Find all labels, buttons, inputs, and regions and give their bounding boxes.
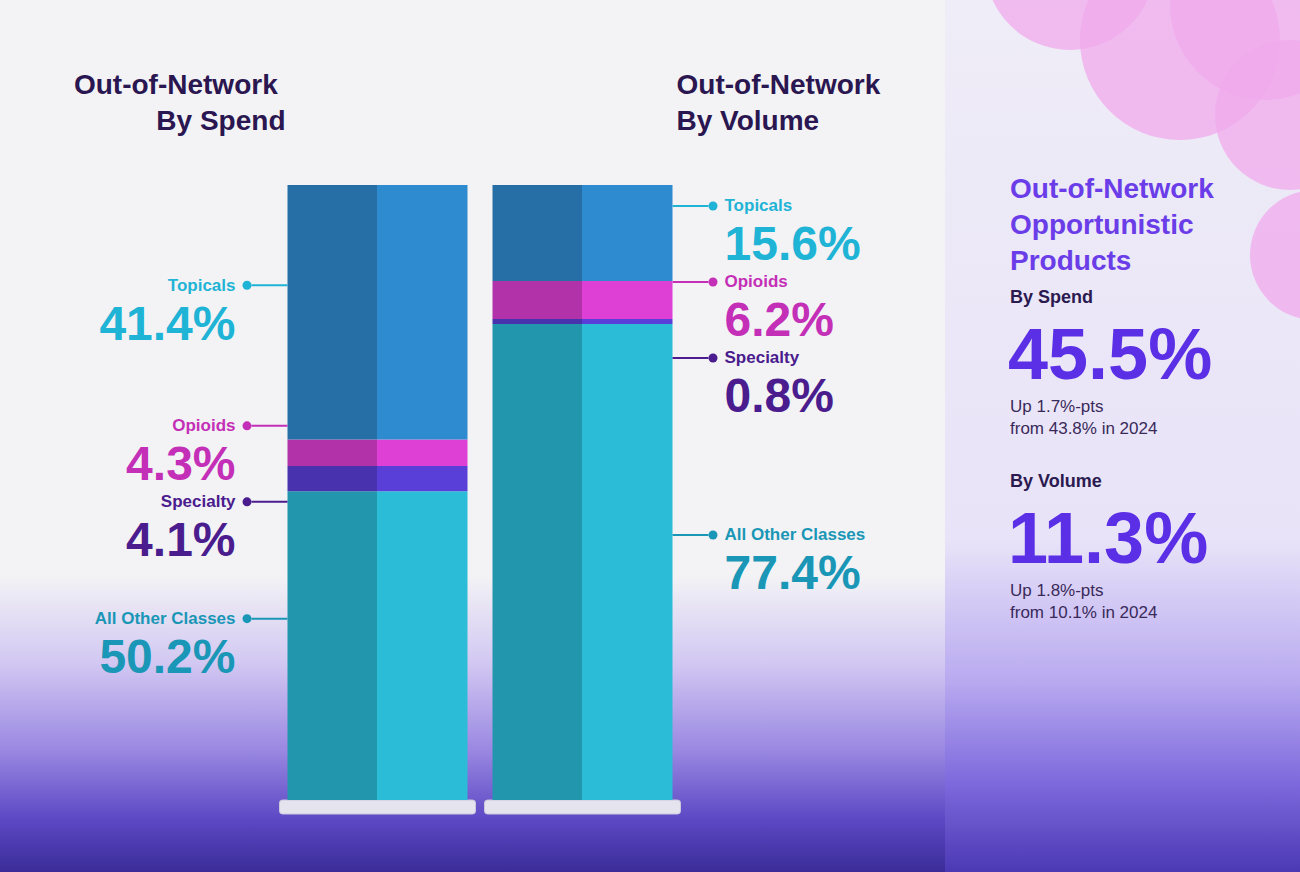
svg-text:Out-of-Network: Out-of-Network bbox=[677, 69, 889, 100]
svg-text:By Volume: By Volume bbox=[677, 105, 820, 136]
svg-text:15.6%: 15.6% bbox=[725, 217, 861, 270]
svg-text:Up 1.7%-pts: Up 1.7%-pts bbox=[1010, 397, 1104, 416]
svg-text:4.1%: 4.1% bbox=[126, 513, 235, 566]
svg-text:6.2%: 6.2% bbox=[725, 293, 834, 346]
svg-text:Out-of-Network: Out-of-Network bbox=[74, 69, 286, 100]
svg-text:4.3%: 4.3% bbox=[126, 437, 235, 490]
svg-text:Opioids: Opioids bbox=[172, 416, 235, 435]
svg-text:from 43.8% in 2024: from 43.8% in 2024 bbox=[1010, 419, 1157, 438]
svg-text:45.5%: 45.5% bbox=[1008, 314, 1212, 394]
svg-text:11.3%: 11.3% bbox=[1008, 498, 1208, 578]
svg-text:Topicals: Topicals bbox=[168, 276, 236, 295]
svg-text:77.4%: 77.4% bbox=[725, 546, 861, 599]
svg-text:By Spend: By Spend bbox=[1010, 287, 1093, 307]
svg-text:All Other Classes: All Other Classes bbox=[725, 525, 866, 544]
svg-text:Topicals: Topicals bbox=[725, 196, 793, 215]
svg-text:Products: Products bbox=[1010, 245, 1131, 276]
svg-text:41.4%: 41.4% bbox=[99, 297, 235, 350]
svg-text:Up 1.8%-pts: Up 1.8%-pts bbox=[1010, 581, 1104, 600]
svg-text:By Spend: By Spend bbox=[156, 105, 285, 136]
svg-text:Opioids: Opioids bbox=[725, 272, 788, 291]
svg-text:Out-of-Network: Out-of-Network bbox=[1010, 173, 1222, 204]
svg-text:0.8%: 0.8% bbox=[725, 369, 834, 422]
svg-text:By Volume: By Volume bbox=[1010, 471, 1102, 491]
svg-text:50.2%: 50.2% bbox=[99, 630, 235, 683]
svg-text:All Other Classes: All Other Classes bbox=[95, 609, 236, 628]
svg-text:Opportunistic: Opportunistic bbox=[1010, 209, 1201, 240]
svg-text:Specialty: Specialty bbox=[161, 492, 236, 511]
svg-text:Specialty: Specialty bbox=[725, 348, 800, 367]
svg-text:from 10.1% in 2024: from 10.1% in 2024 bbox=[1010, 603, 1157, 622]
